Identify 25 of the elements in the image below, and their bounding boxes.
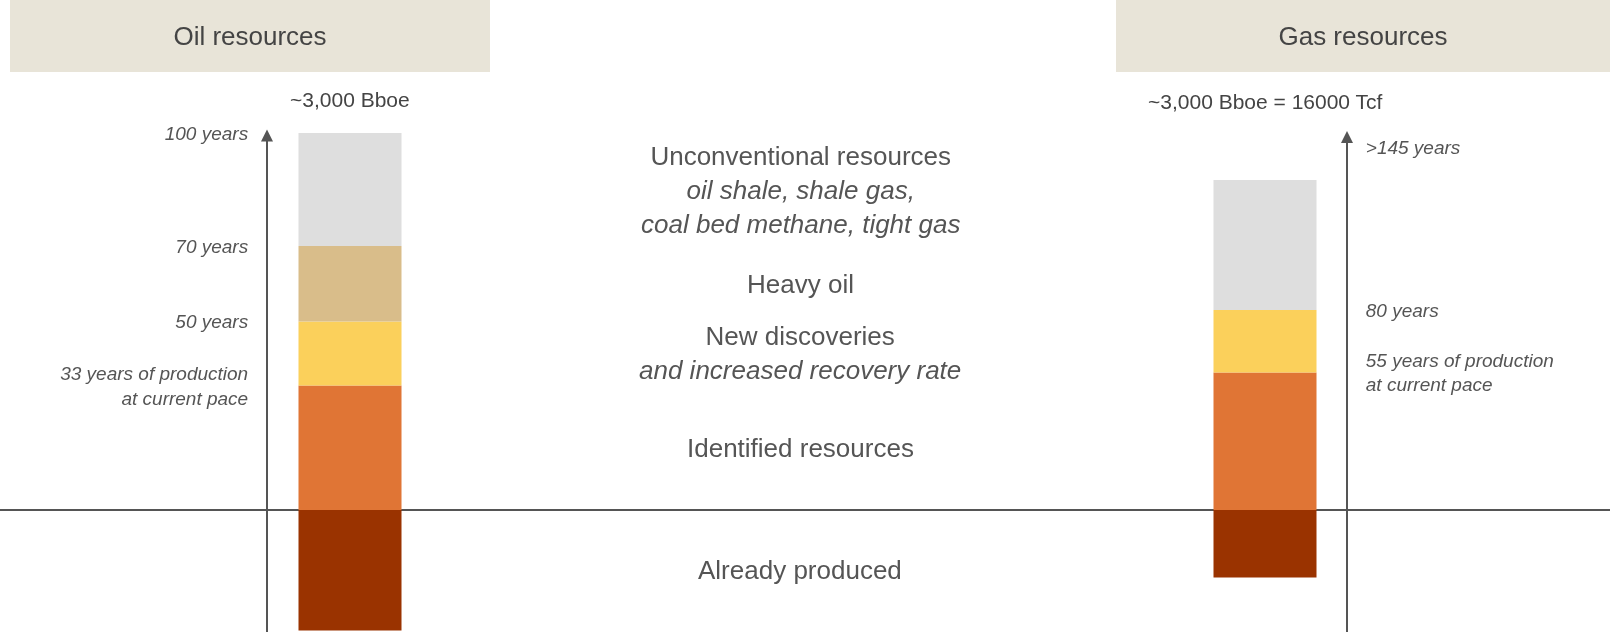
y-tick-label: 55 years of production at current pace xyxy=(1365,349,1554,396)
bar xyxy=(1213,310,1317,373)
y-tick-label: >145 years xyxy=(1365,137,1461,159)
bar xyxy=(1213,372,1317,510)
text: ~3,000 Bboe = 16000 Tcf xyxy=(1148,90,1383,113)
y-tick-label: 100 years xyxy=(164,122,249,144)
bar xyxy=(298,509,402,631)
bar xyxy=(298,321,402,386)
bar xyxy=(298,385,402,510)
y-tick-label: 33 years of production at current pace xyxy=(60,362,249,409)
text: Identified resources xyxy=(687,433,914,463)
chart-title: Oil resources xyxy=(173,21,327,52)
bar xyxy=(298,246,402,322)
chart-title: Gas resources xyxy=(1278,21,1448,52)
bar xyxy=(1213,510,1317,578)
text: Heavy oil xyxy=(747,269,854,299)
bar xyxy=(1213,180,1317,310)
bar xyxy=(298,133,402,247)
y-tick-label: 70 years xyxy=(175,235,249,257)
y-tick-label: 80 years xyxy=(1365,299,1440,321)
text: Already produced xyxy=(698,555,902,585)
text: New discoveries and increased recovery rate xyxy=(639,321,962,385)
text: Unconventional resources oil shale, shale gas, coal bed methane, tight gas xyxy=(641,141,961,239)
y-tick-label: 50 years xyxy=(175,311,249,333)
text: ~3,000 Bboe xyxy=(290,88,410,111)
